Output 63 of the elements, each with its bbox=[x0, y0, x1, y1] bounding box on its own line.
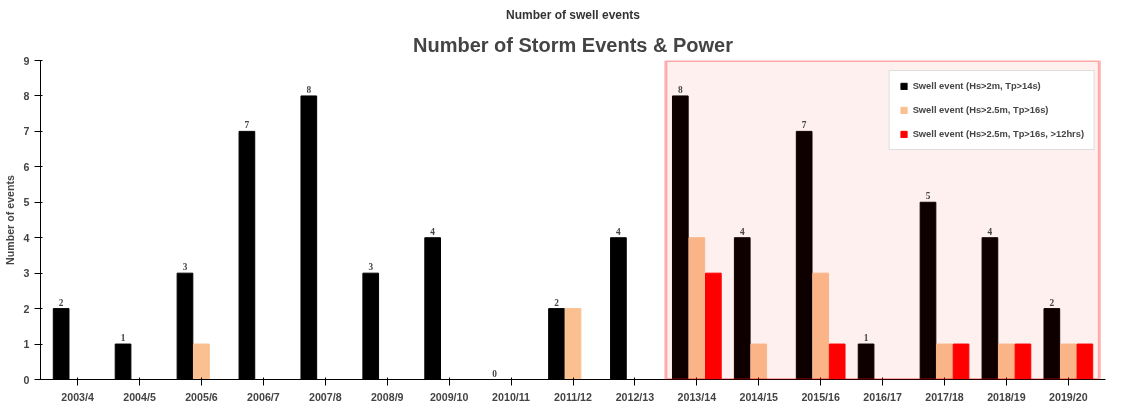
data-label: 1 bbox=[120, 333, 126, 344]
data-label: 8 bbox=[306, 84, 312, 95]
y-tick-label: 5 bbox=[23, 196, 30, 209]
x-tick-label: 2005/6 bbox=[185, 390, 218, 403]
y-tick-label: 1 bbox=[23, 338, 30, 351]
chart-title: Number of Storm Events & Power bbox=[412, 33, 734, 56]
x-tick-label: 2016/17 bbox=[863, 390, 902, 403]
y-tick-label: 0 bbox=[23, 373, 30, 386]
legend-label: Swell event (Hs>2m, Tp>14s) bbox=[912, 81, 1041, 91]
x-tick-label: 2015/16 bbox=[801, 390, 841, 403]
bar bbox=[1014, 343, 1032, 380]
x-tick-label: 2003/4 bbox=[61, 390, 95, 403]
bar bbox=[998, 343, 1015, 380]
bar bbox=[705, 272, 722, 380]
bar bbox=[812, 272, 830, 380]
bar bbox=[828, 343, 846, 380]
y-tick-label: 6 bbox=[23, 160, 30, 173]
y-axis-title: Number of events bbox=[3, 174, 16, 265]
data-label: 2 bbox=[554, 297, 560, 308]
bar bbox=[1060, 343, 1077, 380]
data-label: 3 bbox=[368, 262, 374, 273]
data-label: 8 bbox=[677, 84, 683, 95]
bar bbox=[750, 343, 768, 380]
x-tick-label: 2004/5 bbox=[123, 390, 156, 403]
y-tick-label: 9 bbox=[23, 54, 30, 67]
legend-label: Swell event (Hs>2.5m, Tp>16s) bbox=[912, 105, 1049, 115]
legend-label: Swell event (Hs>2.5m, Tp>16s, >12hrs) bbox=[912, 129, 1084, 139]
data-label: 4 bbox=[739, 226, 745, 237]
bar bbox=[564, 308, 582, 380]
y-tick-label: 7 bbox=[23, 125, 30, 138]
x-tick-label: 2013/14 bbox=[677, 390, 717, 403]
data-label: 1 bbox=[863, 333, 869, 344]
x-tick-label: 2009/10 bbox=[429, 390, 469, 403]
x-tick-label: 2017/18 bbox=[925, 390, 964, 403]
y-tick-label: 3 bbox=[23, 267, 30, 280]
bar bbox=[952, 343, 970, 380]
data-label: 7 bbox=[244, 120, 250, 131]
x-tick-label: 2018/19 bbox=[987, 390, 1026, 403]
x-tick-label: 2019/20 bbox=[1049, 390, 1088, 403]
data-label: 5 bbox=[925, 191, 931, 202]
data-label: 2 bbox=[1049, 297, 1055, 308]
data-label: 7 bbox=[801, 120, 807, 131]
chart-subtitle: Number of swell events bbox=[505, 7, 641, 22]
data-label: 4 bbox=[987, 226, 993, 237]
x-tick-label: 2007/8 bbox=[309, 390, 342, 403]
x-tick-label: 2014/15 bbox=[739, 390, 779, 403]
y-tick-label: 2 bbox=[23, 302, 30, 315]
bar bbox=[936, 343, 953, 380]
x-tick-label: 2006/7 bbox=[247, 390, 280, 403]
data-label: 3 bbox=[182, 262, 188, 273]
x-tick-label: 2011/12 bbox=[554, 390, 593, 403]
data-label: 2 bbox=[58, 297, 64, 308]
bar bbox=[193, 343, 210, 380]
data-label: 4 bbox=[430, 226, 436, 237]
x-tick-label: 2008/9 bbox=[370, 390, 404, 403]
x-tick-label: 2012/13 bbox=[615, 390, 655, 403]
bar bbox=[688, 237, 706, 380]
x-tick-label: 2010/11 bbox=[492, 390, 531, 403]
data-label: 0 bbox=[492, 368, 498, 379]
bar bbox=[1076, 343, 1094, 380]
data-label: 4 bbox=[616, 226, 622, 237]
y-tick-label: 8 bbox=[23, 89, 30, 102]
y-tick-label: 4 bbox=[23, 231, 30, 244]
